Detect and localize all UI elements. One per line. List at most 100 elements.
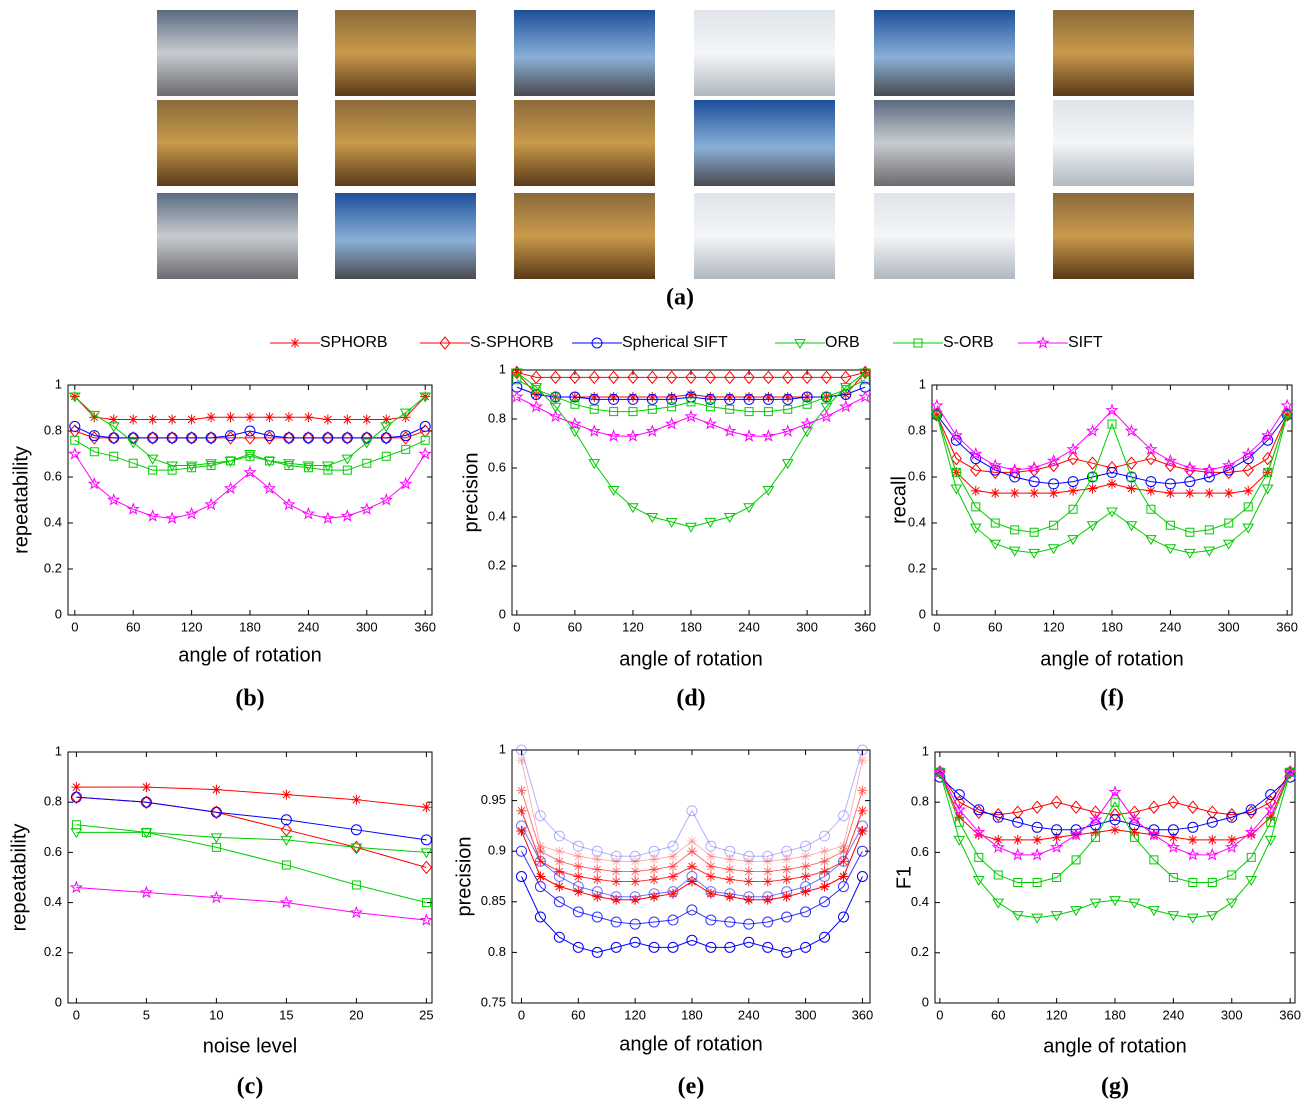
y-axis-label: precision <box>460 452 482 532</box>
y-axis-label: repeatability <box>8 824 30 932</box>
data-point <box>421 802 431 812</box>
data-point <box>323 415 333 425</box>
y-tick-label: 1 <box>499 361 506 376</box>
data-point <box>573 851 583 861</box>
y-tick-label: 0.4 <box>44 894 62 909</box>
data-point <box>592 854 602 864</box>
data-point <box>649 875 659 885</box>
y-tick-label: 0.8 <box>488 944 506 959</box>
x-axis-label: angle of rotation <box>1040 648 1183 670</box>
data-point <box>611 856 621 866</box>
data-point <box>744 392 754 402</box>
data-point <box>630 895 640 905</box>
data-point <box>763 392 773 402</box>
x-tick-label: 120 <box>181 619 203 634</box>
data-point <box>782 875 792 885</box>
data-point <box>128 415 138 425</box>
data-point <box>512 391 522 401</box>
series-line <box>75 454 425 518</box>
data-point <box>167 513 177 523</box>
data-point <box>744 877 754 887</box>
data-point <box>647 392 657 402</box>
data-point <box>1032 914 1042 923</box>
data-point <box>1091 899 1101 908</box>
data-point <box>187 415 197 425</box>
data-point <box>167 415 177 425</box>
data-point <box>649 864 659 874</box>
data-point <box>860 391 870 401</box>
data-point <box>589 392 599 402</box>
data-point <box>801 861 811 871</box>
data-point <box>1165 488 1175 498</box>
data-point <box>351 907 361 917</box>
data-point <box>971 524 981 533</box>
data-point <box>1029 488 1039 498</box>
y-tick-label: 0.6 <box>911 844 929 859</box>
data-point <box>687 846 697 856</box>
data-point <box>573 861 583 871</box>
data-point <box>554 856 564 866</box>
x-tick-label: 60 <box>126 619 140 634</box>
data-point <box>820 882 830 892</box>
y-tick-label: 1 <box>919 376 926 391</box>
y-tick-label: 0 <box>499 606 506 621</box>
y-tick-label: 0.8 <box>44 794 62 809</box>
data-point <box>211 834 221 843</box>
data-point <box>838 856 848 866</box>
data-point <box>1146 486 1156 496</box>
data-point <box>706 861 716 871</box>
data-point <box>763 866 773 876</box>
legend-marker <box>795 340 805 349</box>
series-line <box>76 832 426 852</box>
data-point <box>687 877 697 887</box>
plot-frame <box>512 750 870 1003</box>
y-tick-label: 0.8 <box>44 422 62 437</box>
y-tick-label: 0.4 <box>488 508 506 523</box>
y-tick-label: 1 <box>55 376 62 391</box>
x-tick-label: 15 <box>279 1007 293 1022</box>
data-point <box>993 899 1003 908</box>
data-point <box>630 877 640 887</box>
x-tick-label: 300 <box>795 1007 817 1022</box>
x-tick-label: 240 <box>738 1007 760 1022</box>
panel-label: (c) <box>237 1074 264 1100</box>
legend-label: Spherical SIFT <box>622 334 728 351</box>
panorama-thumbnail <box>514 10 655 96</box>
figure: (a) SPHORBS-SPHORBSpherical SIFTORBS-ORB… <box>0 0 1315 1105</box>
data-point <box>1107 508 1117 517</box>
y-tick-label: 0.6 <box>44 844 62 859</box>
data-point <box>705 392 715 402</box>
panorama-thumbnail <box>1053 193 1194 279</box>
x-tick-label: 60 <box>571 1007 585 1022</box>
panorama-thumbnail <box>874 10 1015 96</box>
y-tick-label: 0 <box>922 994 929 1009</box>
series-line <box>940 777 1290 830</box>
y-tick-label: 0.8 <box>911 794 929 809</box>
data-point <box>783 392 793 402</box>
data-point <box>630 856 640 866</box>
y-tick-label: 0.8 <box>488 410 506 425</box>
panorama-thumbnail <box>514 100 655 186</box>
data-point <box>1185 549 1195 558</box>
panorama-thumbnail <box>874 100 1015 186</box>
data-point <box>990 488 1000 498</box>
y-tick-label: 0.2 <box>44 944 62 959</box>
data-point <box>362 415 372 425</box>
data-point <box>554 846 564 856</box>
data-point <box>706 889 716 899</box>
plot-frame <box>512 370 870 615</box>
y-tick-label: 0.6 <box>908 468 926 483</box>
data-point <box>1126 484 1136 494</box>
data-point <box>820 866 830 876</box>
data-point <box>801 851 811 861</box>
data-point <box>1010 488 1020 498</box>
x-tick-label: 300 <box>1218 619 1240 634</box>
data-point <box>706 872 716 882</box>
data-point <box>1188 835 1198 845</box>
data-point <box>838 841 848 851</box>
data-point <box>744 895 754 905</box>
y-tick-label: 0.9 <box>488 843 506 858</box>
y-tick-label: 0.4 <box>908 514 926 529</box>
data-point <box>744 431 754 441</box>
data-point <box>1129 899 1139 908</box>
